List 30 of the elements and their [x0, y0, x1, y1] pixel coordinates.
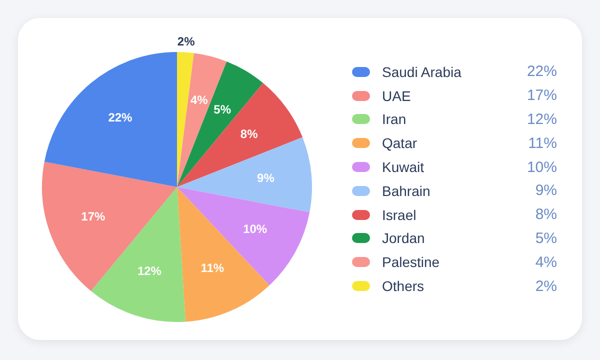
text: 9%: [535, 182, 557, 200]
data-label: 5%: [214, 102, 232, 117]
data-label: 9%: [257, 170, 275, 185]
data-label: 10%: [243, 222, 268, 236]
data-label: 17%: [81, 209, 106, 224]
data-label: 12%: [137, 264, 162, 278]
text: 17%: [526, 87, 557, 104]
legend-label: Bahrain: [382, 182, 432, 199]
data-label: 8%: [240, 126, 258, 141]
text: 4%: [535, 254, 557, 271]
legend-label: Saudi Arabia: [382, 64, 462, 80]
data-label: 22%: [108, 110, 133, 125]
text: 2%: [535, 278, 557, 295]
legend-label: Qatar: [382, 135, 418, 152]
data-label: 4%: [190, 93, 208, 108]
legend-label: UAE: [382, 88, 412, 104]
legend-label: Israel: [382, 206, 418, 223]
text: 5%: [535, 230, 557, 247]
data-label: 11%: [200, 261, 224, 276]
legend-label: Palestine: [382, 254, 441, 270]
text: 8%: [535, 206, 557, 224]
text: 10%: [526, 158, 557, 176]
legend-label: Jordan: [382, 230, 426, 246]
data-label: 2%: [177, 34, 196, 49]
text: 12%: [526, 110, 557, 128]
legend-label: Others: [382, 278, 426, 294]
legend-label: Iran: [382, 111, 408, 128]
text: 22%: [526, 63, 557, 80]
legend-label: Kuwait: [382, 159, 426, 176]
text: 11%: [528, 134, 557, 152]
